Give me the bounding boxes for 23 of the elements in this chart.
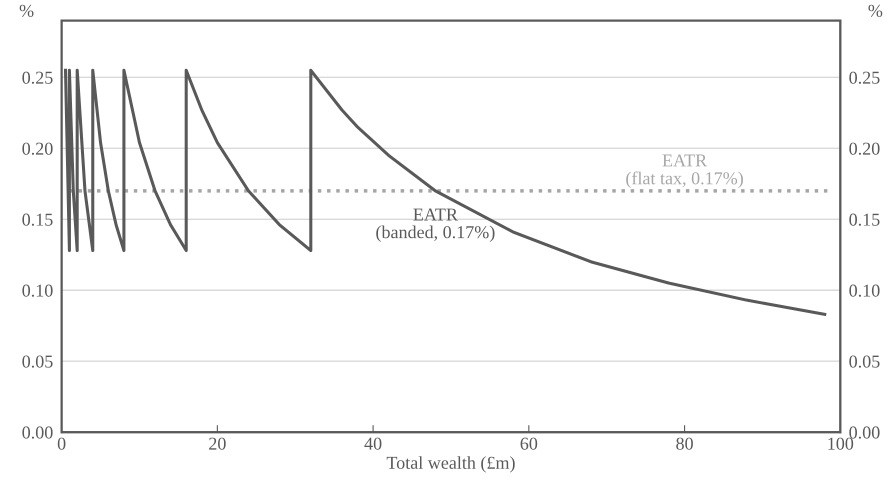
y-tick-label: 0.20 <box>22 142 53 155</box>
x-tick-label: 60 <box>520 438 538 450</box>
y2-tick-label: 0.15 <box>849 214 880 226</box>
y-axis-title: % <box>20 4 34 17</box>
y-tick-label: 0.25 <box>22 72 53 84</box>
y2-tick-label: 0.05 <box>849 355 880 368</box>
y2-tick-label: 0.10 <box>849 284 880 297</box>
series-label: EATR (banded, 0.17%) <box>376 208 495 242</box>
x-tick-label: 20 <box>209 438 226 450</box>
ref-line-label: EATR (flat tax, 0.17%) <box>626 154 743 188</box>
y-tick-label: 0.00 <box>22 426 53 439</box>
y2-tick-label: 0.25 <box>849 72 880 84</box>
x-axis-title: Total wealth (£m) <box>386 456 515 473</box>
x-tick-label: 80 <box>676 438 693 450</box>
y-tick-label: 0.10 <box>22 284 53 297</box>
x-tick-label: 40 <box>364 438 382 450</box>
y2-tick-label: 0.20 <box>849 142 880 155</box>
y-tick-label: 0.15 <box>22 214 53 226</box>
x-tick-label: 100 <box>828 438 854 450</box>
x-tick-label: 0 <box>58 438 66 450</box>
y2-axis-title: % <box>868 4 882 17</box>
y2-tick-label: 0.00 <box>849 426 880 439</box>
y-tick-label: 0.05 <box>22 355 53 368</box>
